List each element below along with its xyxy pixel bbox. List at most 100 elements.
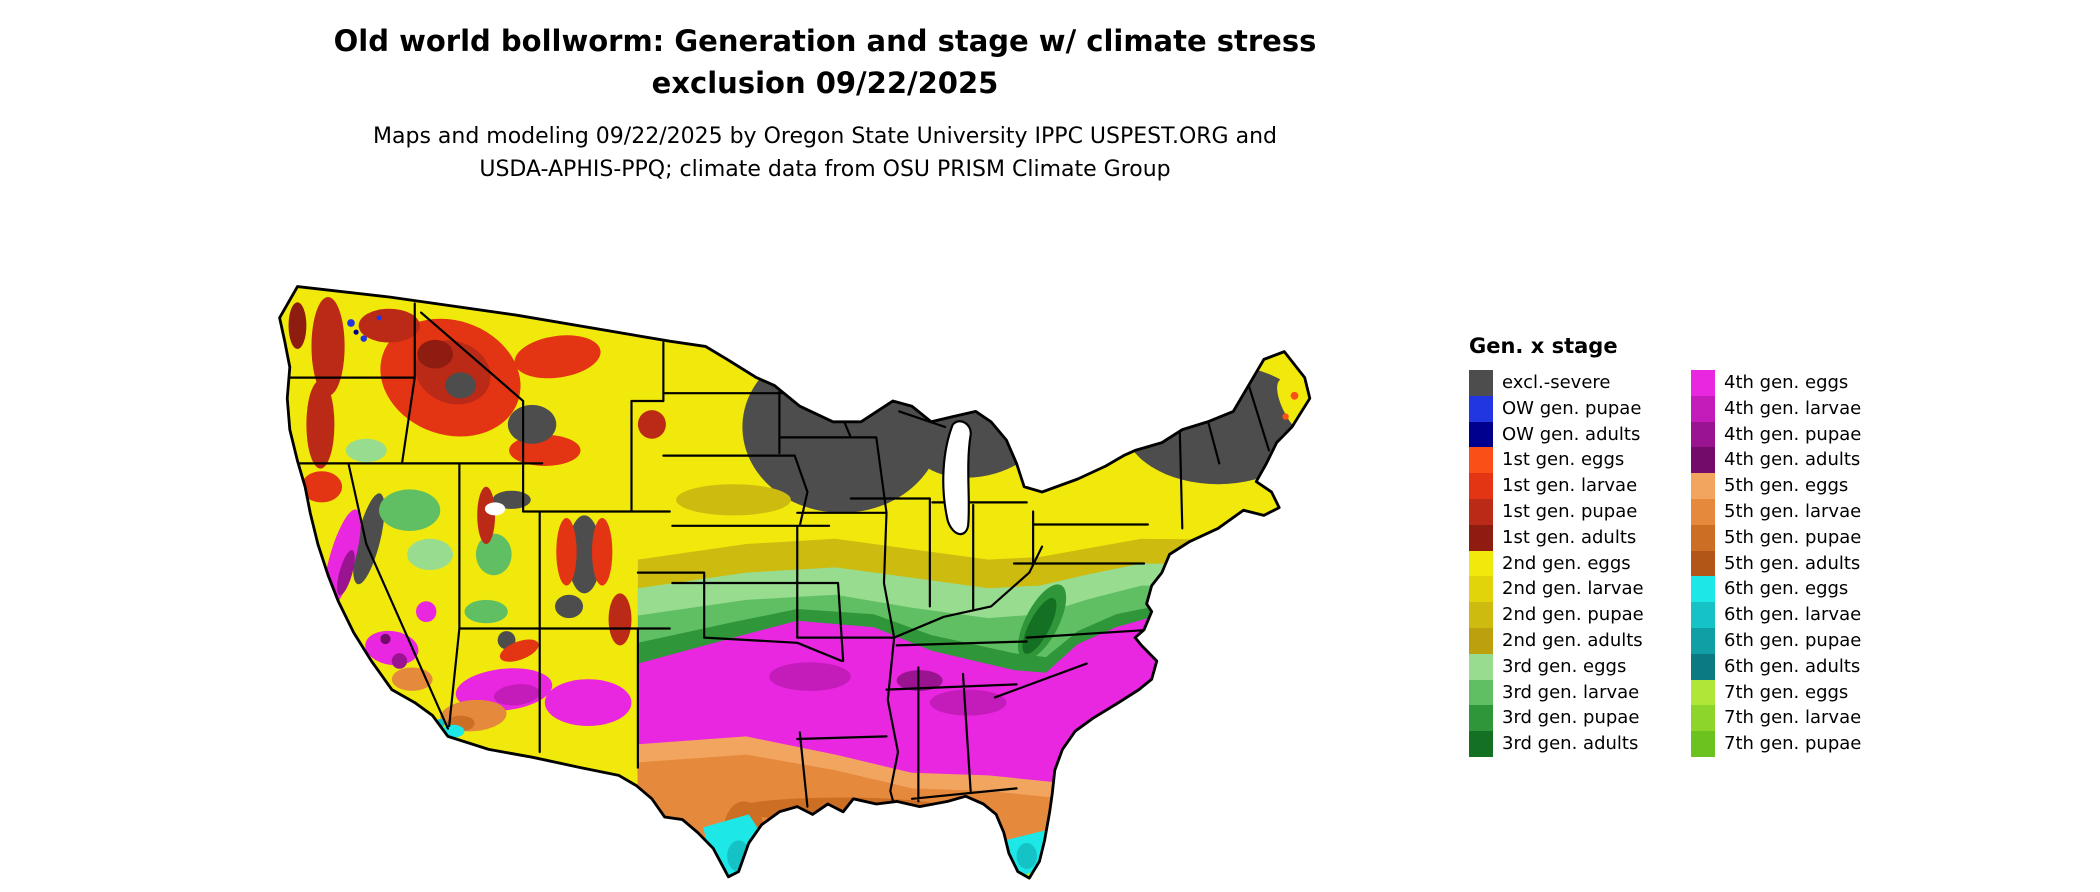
- legend-title: Gen. x stage: [1469, 334, 1618, 358]
- legend-row: 6th gen. pupae: [1691, 627, 1862, 654]
- legend-swatch: [1469, 627, 1493, 654]
- legend-swatch: [1469, 653, 1493, 680]
- legend-label: 4th gen. eggs: [1724, 372, 1849, 393]
- legend-row: 1st gen. adults: [1469, 524, 1691, 551]
- legend-row: 7th gen. eggs: [1691, 679, 1861, 706]
- us-map: [278, 285, 1312, 880]
- legend-swatch: [1469, 731, 1493, 757]
- legend-swatch: [1691, 576, 1715, 603]
- legend-label: 7th gen. pupae: [1724, 733, 1862, 755]
- legend-label: 7th gen. larvae: [1724, 707, 1862, 729]
- legend-row: 7th gen. pupae: [1691, 731, 1861, 757]
- legend-row: 4th gen. larvae: [1691, 395, 1862, 422]
- legend-swatch: [1691, 524, 1715, 551]
- legend-panel: Gen. x stage excl.-severe OW gen. pupae OW…: [1469, 334, 1861, 757]
- legend-row: 5th gen. larvae: [1691, 498, 1862, 525]
- legend-swatch: [1469, 679, 1493, 706]
- legend-swatch: [1691, 550, 1715, 577]
- map-title: Old world bollworm: Generation and stage…: [333, 24, 1317, 101]
- legend-row: 4th gen. adults: [1691, 447, 1861, 474]
- legend-label: 4th gen. adults: [1724, 449, 1861, 471]
- legend-swatch: [1469, 524, 1493, 551]
- legend-row: 1st gen. larvae: [1469, 473, 1691, 499]
- legend-label: 2nd gen. eggs: [1502, 552, 1631, 574]
- legend-row: 4th gen. pupae: [1691, 421, 1862, 448]
- legend-row: OW gen. pupae: [1469, 395, 1691, 422]
- legend-swatch: [1691, 473, 1715, 499]
- legend-row: 2nd gen. pupae: [1469, 602, 1691, 628]
- legend-swatch: [1691, 447, 1715, 474]
- legend-row: 3rd gen. adults: [1469, 731, 1691, 757]
- legend-swatch: [1469, 421, 1493, 448]
- legend-swatch: [1691, 602, 1715, 628]
- legend-row: 3rd gen. larvae: [1469, 679, 1691, 706]
- legend-row: 2nd gen. eggs: [1469, 550, 1691, 577]
- legend-row: 6th gen. eggs: [1691, 576, 1861, 603]
- map-subtitle: Maps and modeling 09/22/2025 by Oregon S…: [373, 124, 1277, 182]
- legend-label: 2nd gen. larvae: [1502, 578, 1644, 600]
- legend-swatch: [1469, 550, 1493, 577]
- legend-label: 6th gen. larvae: [1724, 604, 1862, 626]
- legend-swatch: [1469, 576, 1493, 603]
- legend-label: 6th gen. pupae: [1724, 629, 1862, 651]
- legend-label: 6th gen. eggs: [1724, 578, 1849, 600]
- legend-label: 4th gen. larvae: [1724, 397, 1862, 419]
- map-region-blobs: [288, 297, 791, 738]
- legend-label: 5th gen. eggs: [1724, 475, 1849, 497]
- legend-swatch: [1691, 370, 1715, 396]
- legend-label: 5th gen. larvae: [1724, 500, 1862, 522]
- legend-row: 6th gen. adults: [1691, 653, 1861, 680]
- great-salt-lake: [484, 502, 506, 516]
- legend-row: 7th gen. larvae: [1691, 705, 1862, 732]
- legend-swatch: [1691, 395, 1715, 422]
- legend-swatch: [1469, 395, 1493, 422]
- us-outline: [278, 285, 1312, 880]
- legend-swatch: [1469, 602, 1493, 628]
- legend-swatch: [1691, 731, 1715, 757]
- legend-row: 2nd gen. larvae: [1469, 576, 1691, 603]
- legend-label: 1st gen. larvae: [1502, 475, 1638, 497]
- legend-row: 1st gen. pupae: [1469, 498, 1691, 525]
- state-borders: [279, 302, 1271, 821]
- legend-label: 6th gen. adults: [1724, 655, 1861, 677]
- legend-label: 1st gen. pupae: [1502, 500, 1638, 522]
- legend-columns: excl.-severe OW gen. pupae OW gen. adults 1…: [1469, 370, 1861, 757]
- legend-label: 2nd gen. pupae: [1502, 604, 1644, 626]
- us-map-container: [198, 232, 1422, 882]
- legend-row: 2nd gen. adults: [1469, 627, 1691, 654]
- legend-label: 5th gen. pupae: [1724, 526, 1862, 548]
- legend-column-left: excl.-severe OW gen. pupae OW gen. adults 1…: [1469, 370, 1691, 757]
- legend-column-right: 4th gen. eggs 4th gen. larvae 4th gen. pup…: [1691, 370, 1861, 757]
- lake-michigan: [942, 420, 972, 536]
- legend-row: 5th gen. eggs: [1691, 473, 1861, 499]
- legend-label: OW gen. pupae: [1502, 397, 1642, 419]
- legend-label: 7th gen. eggs: [1724, 681, 1849, 703]
- legend-label: 2nd gen. adults: [1502, 629, 1643, 651]
- legend-swatch: [1469, 473, 1493, 499]
- legend-label: 3rd gen. eggs: [1502, 655, 1627, 677]
- legend-row: 1st gen. eggs: [1469, 447, 1691, 474]
- legend-swatch: [1691, 653, 1715, 680]
- map-raster-layers: [279, 286, 1310, 879]
- legend-row: 5th gen. adults: [1691, 550, 1861, 577]
- legend-label: 4th gen. pupae: [1724, 423, 1862, 445]
- legend-label: 3rd gen. pupae: [1502, 707, 1640, 729]
- legend-label: 3rd gen. larvae: [1502, 681, 1640, 703]
- legend-label: OW gen. adults: [1502, 423, 1641, 445]
- legend-swatch: [1469, 498, 1493, 525]
- legend-swatch: [1691, 627, 1715, 654]
- legend-row: 5th gen. pupae: [1691, 524, 1862, 551]
- legend-row: 6th gen. larvae: [1691, 602, 1861, 628]
- legend-row: 4th gen. eggs: [1691, 370, 1861, 396]
- legend-swatch: [1469, 370, 1493, 396]
- legend-row: 3rd gen. pupae: [1469, 705, 1691, 732]
- legend-swatch: [1469, 447, 1493, 474]
- legend-label: 5th gen. adults: [1724, 552, 1861, 574]
- legend-label: 3rd gen. adults: [1502, 733, 1639, 755]
- legend-row: excl.-severe: [1469, 370, 1691, 396]
- legend-label: excl.-severe: [1502, 372, 1611, 393]
- legend-label: 1st gen. adults: [1502, 526, 1637, 548]
- legend-swatch: [1691, 498, 1715, 525]
- legend-label: 1st gen. eggs: [1502, 449, 1625, 471]
